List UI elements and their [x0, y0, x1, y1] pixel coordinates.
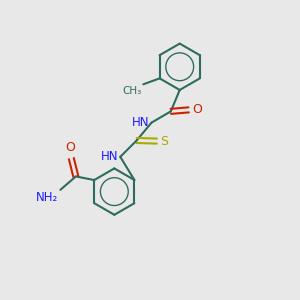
Text: S: S	[160, 135, 168, 148]
Text: HN: HN	[132, 116, 149, 129]
Text: CH₃: CH₃	[123, 86, 142, 96]
Text: O: O	[193, 103, 202, 116]
Text: HN: HN	[100, 150, 118, 163]
Text: O: O	[65, 142, 75, 154]
Text: NH₂: NH₂	[36, 191, 58, 204]
